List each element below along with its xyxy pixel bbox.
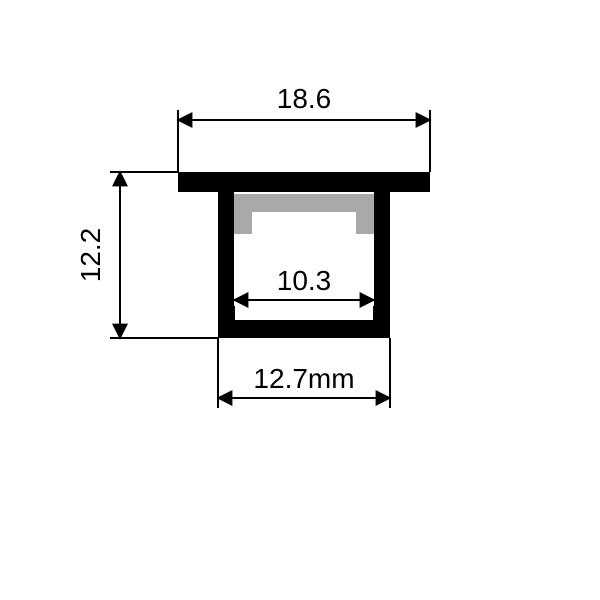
dimension-label: 18.6 — [277, 83, 332, 114]
diffuser-insert — [234, 194, 374, 234]
dimension-label: 12.7mm — [253, 363, 354, 394]
cross-section-drawing: 18.6 12.2 10.3 12.7mm — [0, 0, 600, 600]
dimension-label: 12.2 — [75, 228, 106, 283]
dimension-label: 10.3 — [277, 265, 332, 296]
insert-path — [234, 194, 374, 234]
